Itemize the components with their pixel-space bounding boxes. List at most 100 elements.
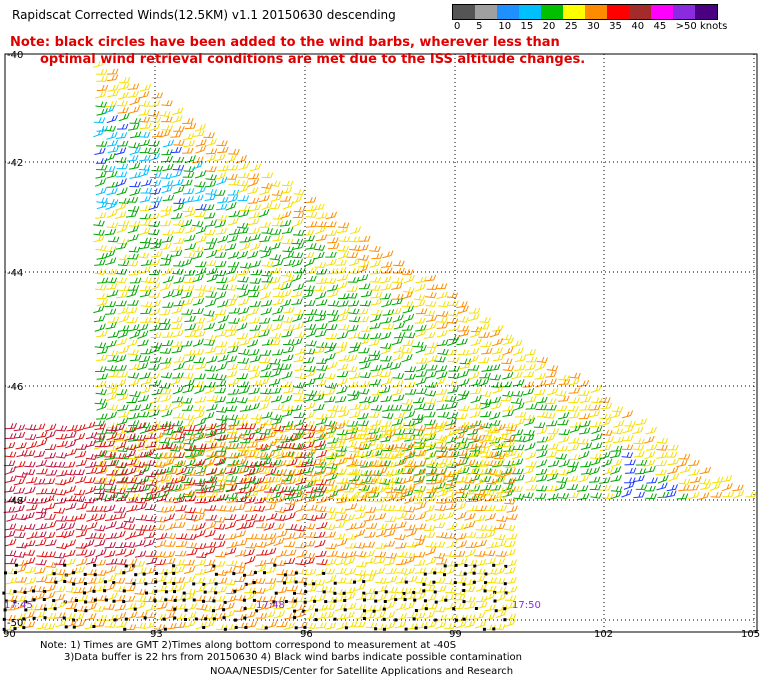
wind-barb [612, 436, 625, 444]
wind-barb [143, 621, 156, 630]
contamination-marker [312, 582, 316, 586]
wind-barb [173, 452, 185, 459]
wind-barb [244, 496, 256, 504]
wind-barb [105, 382, 117, 390]
wind-barb [335, 558, 347, 566]
wind-barb [184, 209, 196, 218]
wind-barb [118, 198, 131, 205]
wind-barb [23, 557, 36, 565]
wind-barb [493, 458, 505, 467]
wind-barb [513, 474, 525, 482]
wind-barb [365, 522, 378, 529]
wind-barb [463, 521, 476, 529]
wind-barb [234, 503, 246, 511]
wind-barb [480, 484, 492, 491]
wind-barb [153, 524, 166, 531]
wind-barb [425, 451, 437, 460]
wind-barb [375, 431, 387, 440]
wind-barb [426, 364, 438, 371]
wind-barb [95, 101, 107, 108]
wind-barb [260, 419, 273, 426]
scale-label: 5 [476, 21, 483, 32]
wind-barb [609, 450, 622, 459]
wind-barb [261, 172, 274, 179]
wind-barb [305, 242, 317, 250]
wind-barb [335, 577, 347, 584]
wind-barb [174, 550, 187, 557]
wind-barb [73, 489, 86, 496]
wind-barb [161, 429, 174, 436]
wind-barb [65, 586, 78, 593]
wind-barb [224, 243, 237, 251]
wind-barb [36, 431, 48, 439]
wind-barb [609, 410, 622, 419]
wind-barb [135, 567, 147, 576]
contamination-marker [363, 598, 366, 602]
wind-barb [391, 388, 403, 396]
wind-barb [106, 592, 118, 601]
wind-barb [353, 443, 366, 450]
contamination-marker [164, 598, 168, 602]
wind-barb [480, 411, 492, 418]
contamination-marker [2, 591, 6, 595]
wind-barb [235, 539, 248, 547]
wind-barb [164, 541, 176, 547]
wind-barb [138, 109, 150, 116]
wind-barb [294, 347, 307, 356]
wind-barb [259, 357, 271, 364]
wind-barb [443, 429, 455, 439]
wind-barb [163, 484, 175, 493]
contamination-marker [362, 591, 366, 595]
wind-barb [323, 568, 336, 575]
wind-barb [281, 180, 294, 187]
wind-barb [475, 596, 488, 603]
wind-barb [236, 180, 249, 187]
wind-barb [215, 362, 228, 372]
wind-barb [327, 437, 339, 444]
wind-barb [117, 107, 129, 114]
wind-barb [589, 453, 602, 460]
wind-barb [275, 477, 287, 486]
wind-barb [180, 219, 193, 228]
wind-barb [448, 365, 460, 372]
wind-barb [469, 329, 482, 338]
wind-barb [151, 130, 164, 138]
wind-barb [506, 533, 518, 540]
wind-barb [443, 511, 455, 520]
wind-barb [258, 402, 270, 411]
wind-barb [74, 619, 86, 628]
wind-barb [304, 300, 316, 306]
wind-barb [16, 471, 28, 478]
wind-barb [164, 576, 177, 584]
scale-label: 20 [542, 21, 556, 32]
wind-barb [93, 117, 106, 124]
wind-barb [447, 300, 459, 306]
wind-barb [336, 377, 348, 386]
wind-barb [174, 621, 186, 629]
wind-barb [494, 495, 506, 502]
wind-barb [162, 163, 174, 172]
wind-barb [226, 496, 238, 503]
wind-barb [306, 504, 318, 511]
wind-barb [135, 600, 147, 610]
wind-barb [217, 434, 229, 442]
wind-barb [104, 504, 116, 513]
wind-barb [263, 476, 275, 484]
wind-barb [545, 404, 557, 411]
wind-barb [193, 317, 206, 324]
contamination-marker [274, 591, 278, 595]
wind-barb [303, 411, 315, 420]
wind-barb [385, 552, 397, 559]
wind-barb [24, 523, 36, 530]
wind-barb [184, 349, 196, 356]
wind-barb [64, 577, 77, 584]
wind-barb [338, 307, 350, 316]
contamination-marker [294, 571, 298, 575]
wind-barb [395, 602, 407, 611]
wind-barb [166, 584, 178, 593]
wind-barb [453, 603, 466, 610]
wind-barb [249, 233, 261, 241]
wind-barb [379, 478, 391, 485]
wind-barb [245, 542, 257, 549]
map-title: Rapidscat Corrected Winds(12.5KM) v1.1 2… [12, 8, 396, 22]
